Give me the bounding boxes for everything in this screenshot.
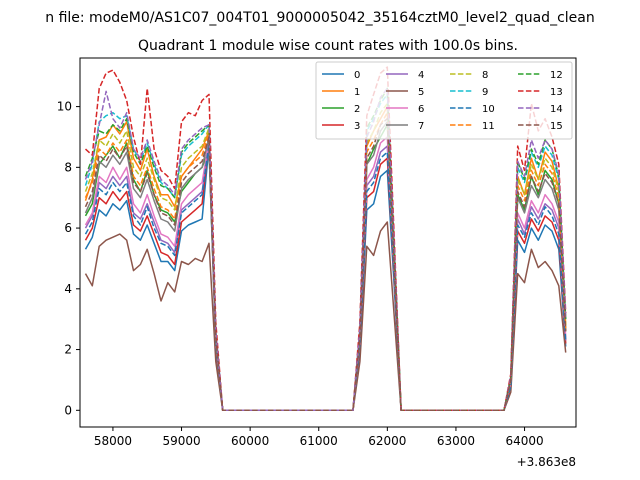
legend-label-9: 9 (482, 87, 488, 98)
legend-label-12: 12 (550, 70, 563, 81)
legend-label-1: 1 (354, 87, 360, 98)
series-line-15 (84, 117, 567, 412)
legend-box (315, 61, 573, 140)
y-tick-label: 4 (64, 282, 72, 296)
x-tick-label: 64000 (505, 434, 543, 448)
x-tick-label: 59000 (162, 434, 200, 448)
x-tick-label: 61000 (300, 434, 338, 448)
series-line-10 (84, 142, 567, 412)
legend-label-3: 3 (354, 121, 360, 132)
plot-lines (84, 66, 567, 412)
legend-label-0: 0 (354, 70, 360, 81)
legend-label-13: 13 (550, 87, 563, 98)
y-tick-label: 6 (64, 221, 72, 235)
legend-label-4: 4 (418, 70, 424, 81)
axes-frame (79, 57, 577, 428)
figure-suptitle: n file: modeM0/AS1C07_004T01_9000005042_… (45, 10, 594, 26)
series-line-11 (84, 111, 567, 412)
legend-label-5: 5 (418, 87, 424, 98)
series-line-8 (84, 102, 567, 412)
series-line-2 (84, 124, 567, 412)
legend-label-6: 6 (418, 104, 424, 115)
x-offset-label: +3.863e8 (517, 455, 576, 469)
x-axis: 58000 59000 60000 61000 62000 63000 64000 (94, 427, 544, 448)
legend-label-8: 8 (482, 70, 488, 81)
series-line-14 (84, 87, 567, 412)
x-tick-label: 58000 (94, 434, 132, 448)
y-tick-label: 0 (64, 403, 72, 417)
legend-label-15: 15 (550, 121, 563, 132)
legend-label-7: 7 (418, 121, 424, 132)
y-axis: 0 2 4 6 8 10 (57, 100, 80, 417)
x-tick-label: 62000 (368, 434, 406, 448)
series-line-9 (84, 93, 567, 412)
y-tick-label: 2 (64, 343, 72, 357)
legend-label-11: 11 (482, 121, 495, 132)
series-line-4 (84, 142, 567, 412)
y-tick-label: 8 (64, 160, 72, 174)
y-tick-label: 10 (57, 100, 72, 114)
legend-label-2: 2 (354, 104, 360, 115)
legend-label-10: 10 (482, 104, 495, 115)
legend-label-14: 14 (550, 104, 563, 115)
x-tick-label: 60000 (231, 434, 269, 448)
series-line-5 (84, 221, 567, 412)
x-tick-label: 63000 (437, 434, 475, 448)
chart-title: Quadrant 1 module wise count rates with … (138, 38, 518, 54)
series-line-1 (84, 105, 567, 412)
series-line-7 (84, 121, 567, 412)
series-line-3 (84, 139, 567, 412)
